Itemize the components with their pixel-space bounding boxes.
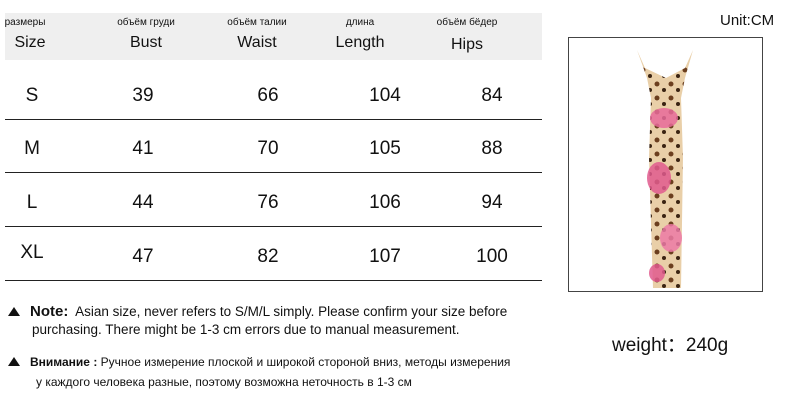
note-text: Asian size, never refers to S/M/L simply… [75, 304, 508, 319]
header-length: Length [335, 34, 385, 51]
table-row: L 44 76 106 94 [5, 172, 542, 227]
waist-cell: 82 [257, 246, 279, 267]
header-hips-ru: объём бёдер [436, 17, 498, 28]
header-size-ru: размеры [4, 17, 46, 28]
note-ru-label: Внимание : [30, 355, 98, 369]
header-bust-ru: объём груди [117, 17, 175, 28]
waist-cell: 70 [257, 138, 279, 159]
table-header: размеры Size объём груди Bust объём тали… [5, 13, 542, 60]
unit-label: Unit:CM [720, 12, 775, 29]
note-ru: Внимание : Ручное измерение плоской и ши… [8, 352, 510, 392]
length-cell: 106 [369, 192, 401, 213]
header-size: Size [14, 34, 46, 51]
table-row: M 41 70 105 88 [5, 118, 542, 173]
bust-cell: 44 [132, 192, 154, 213]
hips-cell: 88 [481, 138, 503, 159]
table-row: XL 47 82 107 100 [5, 226, 542, 281]
product-image-frame [568, 37, 763, 292]
note-ru-text: Ручное измерение плоской и широкой сторо… [100, 355, 511, 369]
note-label: Note: [30, 303, 69, 320]
triangle-icon [8, 307, 20, 316]
header-waist: Waist [237, 34, 277, 51]
header-bust: Bust [129, 34, 162, 51]
weight-label: weight：240g [612, 335, 729, 356]
header-length-ru: длина [345, 17, 375, 28]
hips-cell: 84 [481, 85, 503, 106]
bust-cell: 41 [132, 138, 154, 159]
bust-cell: 47 [132, 246, 154, 267]
header-hips: Hips [450, 36, 483, 53]
note-text-2: purchasing. There might be 1-3 cm errors… [32, 322, 460, 337]
size-cell: M [24, 138, 40, 159]
waist-cell: 66 [257, 85, 279, 106]
size-cell: S [25, 85, 39, 106]
dress-image [637, 50, 693, 288]
hips-cell: 100 [476, 246, 508, 267]
length-cell: 107 [369, 246, 401, 267]
note-en: Note: Asian size, never refers to S/M/L … [8, 303, 507, 339]
bust-cell: 39 [132, 85, 154, 106]
length-cell: 104 [369, 85, 401, 106]
hips-cell: 94 [481, 192, 503, 213]
length-cell: 105 [369, 138, 401, 159]
header-waist-ru: объём талии [227, 17, 287, 28]
waist-cell: 76 [257, 192, 279, 213]
size-cell: L [26, 192, 38, 213]
note-ru-text-2: у каждого человека разные, поэтому возмо… [36, 375, 412, 389]
table-row: S 39 66 104 84 [5, 65, 542, 120]
triangle-icon [8, 357, 20, 366]
size-cell: XL [20, 242, 44, 263]
